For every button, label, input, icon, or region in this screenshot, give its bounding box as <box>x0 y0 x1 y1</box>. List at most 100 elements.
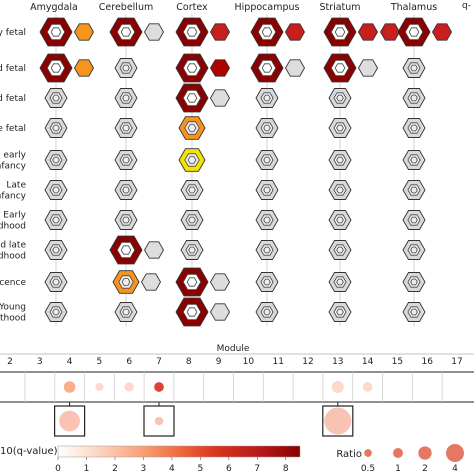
hex-inner <box>184 153 200 167</box>
hex-inner <box>185 244 199 256</box>
module-dot <box>304 383 312 391</box>
colorbar-tick-label: 4 <box>169 464 175 474</box>
hex-inner <box>119 62 133 74</box>
hex-core <box>336 156 344 164</box>
hex-core <box>122 156 130 164</box>
hex-core <box>410 156 418 164</box>
colorbar-tick-label: 6 <box>226 464 232 474</box>
highlight-dot <box>59 410 80 432</box>
hex-core <box>188 216 196 224</box>
stage-label: Young <box>0 303 26 313</box>
hex-inner <box>118 275 134 289</box>
hex-inner <box>330 23 350 40</box>
hex-neighbor <box>140 273 162 291</box>
hex-inner <box>260 184 274 196</box>
hex-inner <box>407 92 421 104</box>
ratio-legend-dot <box>418 446 432 460</box>
hex-inner <box>119 184 133 196</box>
hex-inner <box>333 154 347 166</box>
hex-neighbor <box>431 23 453 41</box>
hex-core <box>122 308 130 316</box>
hex-neighbor <box>209 303 231 321</box>
highlight-boxes <box>53 402 354 437</box>
hex-inner <box>182 23 202 40</box>
hex-inner <box>260 306 274 318</box>
module-tick-label: 10 <box>243 357 255 367</box>
hex-core <box>52 308 60 316</box>
hex-inner <box>185 184 199 196</box>
hex-inner <box>182 303 202 321</box>
ratio-legend-tick: 0.5 <box>361 464 375 474</box>
hex-core <box>410 308 418 316</box>
hex-core <box>263 216 271 224</box>
stage-label: e fetal <box>0 124 26 134</box>
colorbar-tick-label: 3 <box>141 464 147 474</box>
stage-label: d late <box>0 241 26 251</box>
stage-label: dhood <box>0 252 26 262</box>
module-dot <box>393 382 402 392</box>
hex-core <box>410 64 418 72</box>
hex-core <box>410 278 418 286</box>
hex-inner <box>260 92 274 104</box>
hex-core <box>186 277 198 287</box>
ratio-legend-label: Ratio <box>336 449 362 460</box>
hex-inner <box>184 121 200 135</box>
hex-inner <box>49 244 63 256</box>
ratio-legend-dot <box>364 449 372 457</box>
hex-core <box>261 27 273 37</box>
stage-label: lthood <box>0 314 26 324</box>
hex-core <box>122 186 130 194</box>
colorbar: 0 1 2 3 4 5 6 7 8 <box>55 445 301 474</box>
hex-inner <box>116 241 136 259</box>
region-labels: Amygdala Cerebellum Cortex Hippocampus Stria… <box>30 2 437 13</box>
hex-inner <box>333 244 347 256</box>
hex-core <box>336 186 344 194</box>
hex-inner <box>260 154 274 166</box>
hex-core <box>52 124 60 132</box>
hex-inner <box>260 244 274 256</box>
hex-inner <box>333 214 347 226</box>
ratio-legend-tick: 1 <box>395 464 401 474</box>
region-label-cerebellum: Cerebellum <box>99 2 153 13</box>
ratio-legend-dot <box>446 444 464 462</box>
hex-inner <box>49 214 63 226</box>
module-tick-label: 5 <box>97 357 103 367</box>
region-label-amygdala: Amygdala <box>30 2 78 13</box>
module-dot <box>124 382 134 392</box>
hex-inner <box>260 214 274 226</box>
hex-core <box>122 94 130 102</box>
hex-core <box>263 156 271 164</box>
ratio-legend-tick: 2 <box>422 464 428 474</box>
colorbar-tick-label: 7 <box>254 464 260 474</box>
hex-core <box>263 186 271 194</box>
hex-inner <box>119 306 133 318</box>
module-dot <box>36 383 44 391</box>
hex-core <box>50 63 62 73</box>
hex-core <box>120 27 132 37</box>
hex-inner <box>49 122 63 134</box>
hex-core <box>50 27 62 37</box>
module-dot <box>95 382 104 392</box>
hex-inner <box>407 122 421 134</box>
module-tick-label: 2 <box>7 357 13 367</box>
stage-label: Early <box>3 211 26 221</box>
stage-label: dhood <box>0 222 26 232</box>
ratio-legend-tick: 4 <box>452 464 458 474</box>
hex-inner <box>185 214 199 226</box>
hex-neighbor <box>73 59 95 77</box>
colorbar-tick-label: 1 <box>84 464 90 474</box>
hex-neighbor <box>73 23 95 41</box>
hex-inner <box>49 184 63 196</box>
hex-neighbor <box>284 23 306 41</box>
hex-core <box>52 186 60 194</box>
hex-inner <box>46 60 66 76</box>
hex-inner <box>404 23 424 40</box>
ratio-legend-dot <box>393 448 403 458</box>
stage-label: y fetal <box>0 28 26 38</box>
hex-inner <box>182 90 202 106</box>
module-tick-label: 15 <box>392 357 403 367</box>
hex-core <box>122 124 130 132</box>
hex-neighbor <box>284 59 306 77</box>
hex-inner <box>49 306 63 318</box>
hex-core <box>336 308 344 316</box>
